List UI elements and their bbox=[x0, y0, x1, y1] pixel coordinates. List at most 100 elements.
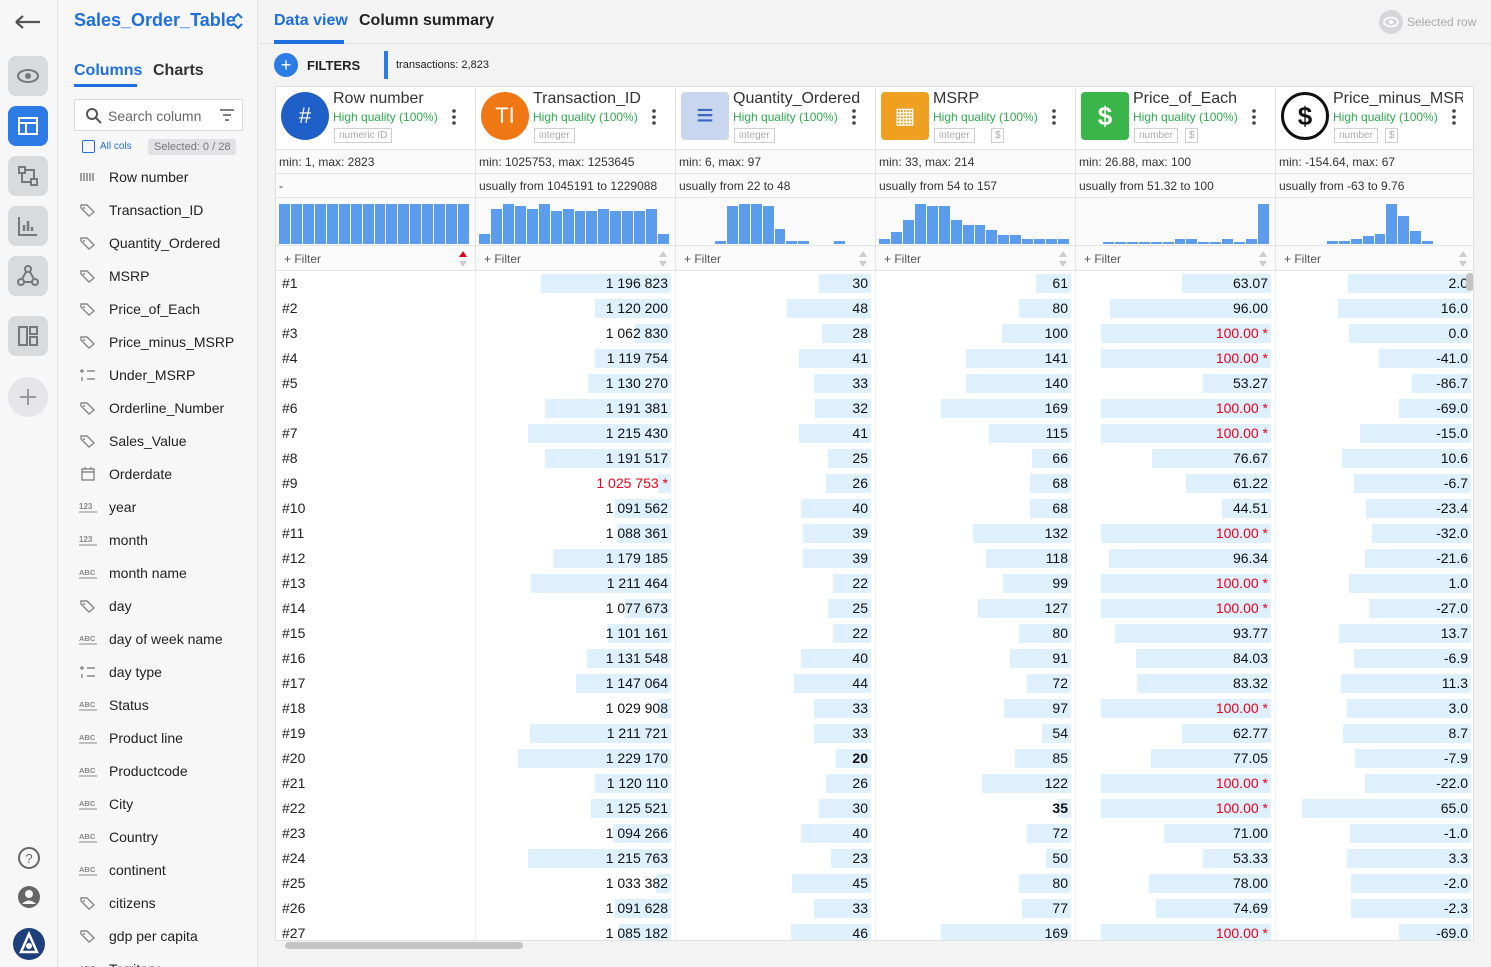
msrp-cell[interactable]: 127 bbox=[876, 596, 1076, 621]
user-icon[interactable] bbox=[17, 885, 41, 909]
price-cell[interactable]: 71.00 bbox=[1076, 821, 1276, 846]
kebab-menu-icon[interactable] bbox=[1452, 109, 1456, 125]
price-cell[interactable]: 96.00 bbox=[1076, 296, 1276, 321]
price-minus-msrp-cell[interactable]: 1.0 bbox=[1276, 571, 1473, 596]
sort-icon[interactable] bbox=[658, 249, 668, 269]
price-minus-msrp-cell[interactable]: -69.0 bbox=[1276, 396, 1473, 421]
filter-input[interactable]: + Filter bbox=[1276, 245, 1473, 271]
transaction-id-cell[interactable]: 1 088 361 bbox=[476, 521, 676, 546]
price-cell[interactable]: 53.27 bbox=[1076, 371, 1276, 396]
msrp-cell[interactable]: 97 bbox=[876, 696, 1076, 721]
msrp-cell[interactable]: 141 bbox=[876, 346, 1076, 371]
sidebar-column-item[interactable]: Under_MSRP bbox=[59, 359, 257, 392]
price-cell[interactable]: 78.00 bbox=[1076, 871, 1276, 896]
kebab-menu-icon[interactable] bbox=[852, 109, 856, 125]
price-minus-msrp-cell[interactable]: -27.0 bbox=[1276, 596, 1473, 621]
filter-input[interactable]: + Filter bbox=[276, 245, 475, 271]
dashboard-icon[interactable] bbox=[8, 316, 48, 356]
price-minus-msrp-cell[interactable]: -2.3 bbox=[1276, 896, 1473, 921]
msrp-cell[interactable]: 80 bbox=[876, 871, 1076, 896]
sidebar-column-item[interactable]: Price_of_Each bbox=[59, 293, 257, 326]
quantity-cell[interactable]: 20 bbox=[676, 746, 876, 771]
quantity-cell[interactable]: 33 bbox=[676, 371, 876, 396]
quantity-cell[interactable]: 26 bbox=[676, 771, 876, 796]
transaction-id-cell[interactable]: 1 085 182 bbox=[476, 921, 676, 940]
price-minus-msrp-cell[interactable]: 13.7 bbox=[1276, 621, 1473, 646]
msrp-cell[interactable]: 115 bbox=[876, 421, 1076, 446]
transaction-id-cell[interactable]: 1 215 430 bbox=[476, 421, 676, 446]
eye-icon[interactable] bbox=[8, 56, 48, 96]
sidebar-column-item[interactable]: ABC City bbox=[59, 788, 257, 821]
transaction-id-cell[interactable]: 1 179 185 bbox=[476, 546, 676, 571]
price-cell[interactable]: 61.22 bbox=[1076, 471, 1276, 496]
price-minus-msrp-cell[interactable]: -23.4 bbox=[1276, 496, 1473, 521]
transaction-id-cell[interactable]: 1 215 763 bbox=[476, 846, 676, 871]
sidebar-column-item[interactable]: Sales_Value bbox=[59, 425, 257, 458]
price-minus-msrp-cell[interactable]: -15.0 bbox=[1276, 421, 1473, 446]
filter-input[interactable]: + Filter bbox=[876, 245, 1075, 271]
sidebar-column-item[interactable]: ABC day of week name bbox=[59, 623, 257, 656]
quantity-cell[interactable]: 26 bbox=[676, 471, 876, 496]
quantity-cell[interactable]: 30 bbox=[676, 796, 876, 821]
quantity-cell[interactable]: 46 bbox=[676, 921, 876, 940]
price-cell[interactable]: 84.03 bbox=[1076, 646, 1276, 671]
table-row[interactable]: #3 1 062 830 28 100 100.00 * 0.0 bbox=[276, 321, 1473, 346]
transaction-id-cell[interactable]: 1 196 823 bbox=[476, 271, 676, 296]
price-cell[interactable]: 83.32 bbox=[1076, 671, 1276, 696]
quantity-cell[interactable]: 28 bbox=[676, 321, 876, 346]
add-filter-button[interactable]: + bbox=[274, 53, 298, 77]
transaction-id-cell[interactable]: 1 101 161 bbox=[476, 621, 676, 646]
msrp-cell[interactable]: 80 bbox=[876, 621, 1076, 646]
price-cell[interactable]: 93.77 bbox=[1076, 621, 1276, 646]
price-cell[interactable]: 76.67 bbox=[1076, 446, 1276, 471]
sidebar-column-item[interactable]: Row number bbox=[59, 161, 257, 194]
quantity-cell[interactable]: 33 bbox=[676, 896, 876, 921]
flow-icon[interactable] bbox=[8, 156, 48, 196]
horizontal-scrollbar[interactable] bbox=[275, 941, 1474, 951]
transaction-id-cell[interactable]: 1 025 753 * bbox=[476, 471, 676, 496]
transaction-id-cell[interactable]: 1 211 464 bbox=[476, 571, 676, 596]
msrp-cell[interactable]: 68 bbox=[876, 471, 1076, 496]
price-minus-msrp-cell[interactable]: 8.7 bbox=[1276, 721, 1473, 746]
price-cell[interactable]: 53.33 bbox=[1076, 846, 1276, 871]
msrp-cell[interactable]: 169 bbox=[876, 921, 1076, 940]
chevron-updown-icon[interactable] bbox=[231, 10, 245, 32]
quantity-cell[interactable]: 39 bbox=[676, 521, 876, 546]
table-row[interactable]: #12 1 179 185 39 118 96.34 -21.6 bbox=[276, 546, 1473, 571]
price-minus-msrp-cell[interactable]: -7.9 bbox=[1276, 746, 1473, 771]
kebab-menu-icon[interactable] bbox=[1252, 109, 1256, 125]
table-row[interactable]: #27 1 085 182 46 169 100.00 * -69.0 bbox=[276, 921, 1473, 940]
price-minus-msrp-cell[interactable]: -86.7 bbox=[1276, 371, 1473, 396]
kebab-menu-icon[interactable] bbox=[452, 109, 456, 125]
price-cell[interactable]: 100.00 * bbox=[1076, 796, 1276, 821]
sidebar-column-item[interactable]: day bbox=[59, 590, 257, 623]
transaction-id-cell[interactable]: 1 119 754 bbox=[476, 346, 676, 371]
msrp-cell[interactable]: 72 bbox=[876, 671, 1076, 696]
price-cell[interactable]: 100.00 * bbox=[1076, 921, 1276, 940]
table-row[interactable]: #6 1 191 381 32 169 100.00 * -69.0 bbox=[276, 396, 1473, 421]
table-row[interactable]: #25 1 033 382 45 80 78.00 -2.0 bbox=[276, 871, 1473, 896]
filter-list-icon[interactable] bbox=[220, 109, 234, 121]
all-cols-checkbox[interactable] bbox=[82, 140, 95, 153]
msrp-cell[interactable]: 122 bbox=[876, 771, 1076, 796]
sidebar-column-item[interactable]: gdp per capita bbox=[59, 920, 257, 953]
price-cell[interactable]: 100.00 * bbox=[1076, 521, 1276, 546]
price-cell[interactable]: 77.05 bbox=[1076, 746, 1276, 771]
transaction-id-cell[interactable]: 1 094 266 bbox=[476, 821, 676, 846]
quantity-cell[interactable]: 33 bbox=[676, 721, 876, 746]
price-minus-msrp-cell[interactable]: -1.0 bbox=[1276, 821, 1473, 846]
table-row[interactable]: #17 1 147 064 44 72 83.32 11.3 bbox=[276, 671, 1473, 696]
help-icon[interactable]: ? bbox=[17, 846, 41, 870]
sidebar-column-item[interactable]: ABC Country bbox=[59, 821, 257, 854]
table-row[interactable]: #8 1 191 517 25 66 76.67 10.6 bbox=[276, 446, 1473, 471]
vertical-scrollbar[interactable] bbox=[1466, 273, 1473, 291]
price-cell[interactable]: 100.00 * bbox=[1076, 321, 1276, 346]
sort-icon[interactable] bbox=[458, 249, 468, 269]
tab-columns[interactable]: Columns bbox=[74, 62, 143, 79]
price-minus-msrp-cell[interactable]: 0.0 bbox=[1276, 321, 1473, 346]
quantity-cell[interactable]: 33 bbox=[676, 696, 876, 721]
msrp-cell[interactable]: 68 bbox=[876, 496, 1076, 521]
table-row[interactable]: #4 1 119 754 41 141 100.00 * -41.0 bbox=[276, 346, 1473, 371]
column-name[interactable]: Quantity_Ordered bbox=[733, 90, 861, 107]
msrp-cell[interactable]: 54 bbox=[876, 721, 1076, 746]
